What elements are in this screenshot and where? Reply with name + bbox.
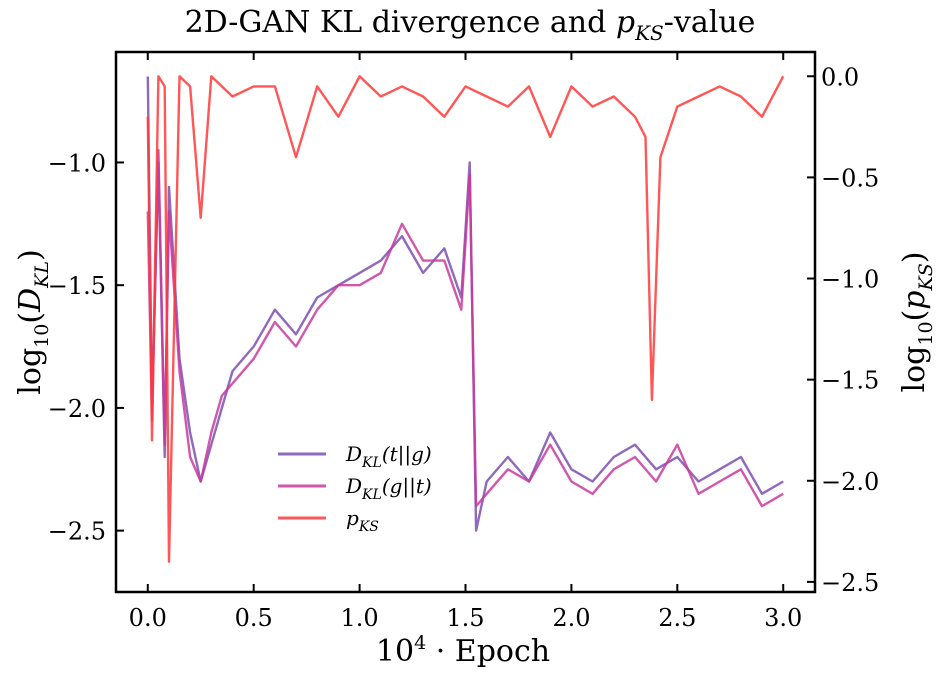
chart-title-pre: 2D-GAN KL divergence and	[185, 5, 616, 40]
y-right-label-symsub: KS	[915, 263, 937, 291]
y-right-tick-label: 0.0	[821, 63, 859, 91]
y-right-label-sym: p	[897, 290, 932, 309]
series-line-0	[146, 76, 784, 532]
y-left-label-symsub: KL	[31, 261, 53, 289]
y-left-tick-label: −2.0	[48, 395, 106, 423]
x-tick-label: 3.0	[764, 604, 802, 632]
series-line-2	[146, 75, 785, 563]
x-tick-label: 2.0	[552, 604, 590, 632]
y-axis-label-left: log10(DKL)	[13, 249, 53, 394]
plot-area	[114, 50, 817, 594]
legend-label: DKL(g||t)	[345, 474, 432, 503]
y-left-label-open: (	[13, 312, 48, 324]
legend-item: DKL(g||t)	[278, 474, 432, 503]
legend-item: pKS	[278, 506, 379, 535]
x-axis-label-base: 10	[376, 634, 414, 669]
y-right-tick-label: −1.5	[821, 367, 879, 395]
y-left-label-sub: 10	[31, 324, 53, 348]
y-left-tick-label: −2.5	[48, 518, 106, 546]
legend-label: pKS	[346, 506, 379, 535]
chart-title-post: -value	[664, 5, 756, 40]
legend-item: DKL(t||g)	[278, 442, 432, 471]
y-right-tick-label: −2.0	[821, 468, 879, 496]
legend: DKL(t||g) DKL(g||t) pKS	[278, 442, 432, 535]
x-tick-label: 2.5	[658, 604, 696, 632]
y-left-label-sym: D	[13, 288, 48, 313]
y-right-label-open: (	[897, 310, 932, 322]
y-right-tick-label: −1.0	[821, 266, 879, 294]
y-right-label-sub: 10	[915, 321, 937, 345]
y-axis-label-right: log10(pKS)	[897, 252, 937, 393]
chart-title-sub: KS	[634, 21, 664, 45]
x-axis-label-rest: · Epoch	[426, 634, 550, 669]
series-line-1	[146, 148, 784, 508]
plot-frame	[114, 50, 817, 594]
chart-title: 2D-GAN KL divergence and pKS-value	[185, 5, 756, 45]
chart-title-sym: p	[616, 5, 635, 40]
x-tick-label: 1.0	[341, 604, 379, 632]
y-left-tick-label: −1.5	[48, 272, 106, 300]
y-left-label-fn: log	[13, 348, 48, 395]
y-left-tick-label: −1.0	[48, 149, 106, 177]
x-tick-label: 0.5	[235, 604, 273, 632]
series-layer	[146, 75, 785, 563]
x-tick-label: 1.5	[446, 604, 484, 632]
y-right-label-close: )	[897, 252, 932, 264]
x-axis-label: 104 · Epoch	[376, 632, 550, 669]
y-right-tick-label: −0.5	[821, 164, 879, 192]
x-axis-label-sup: 4	[414, 632, 426, 654]
y-right-label-fn: log	[897, 346, 932, 393]
y-right-tick-label: −2.5	[821, 569, 879, 597]
legend-label: DKL(t||g)	[345, 442, 432, 471]
y-left-label-close: )	[13, 249, 48, 261]
ticks-layer: 0.0 0.5 1.0 1.5 2.0 2.5 3.0 −1.0 −1.5 −2.0 −2.5 0.0…	[48, 52, 879, 632]
x-tick-label: 0.0	[129, 604, 167, 632]
